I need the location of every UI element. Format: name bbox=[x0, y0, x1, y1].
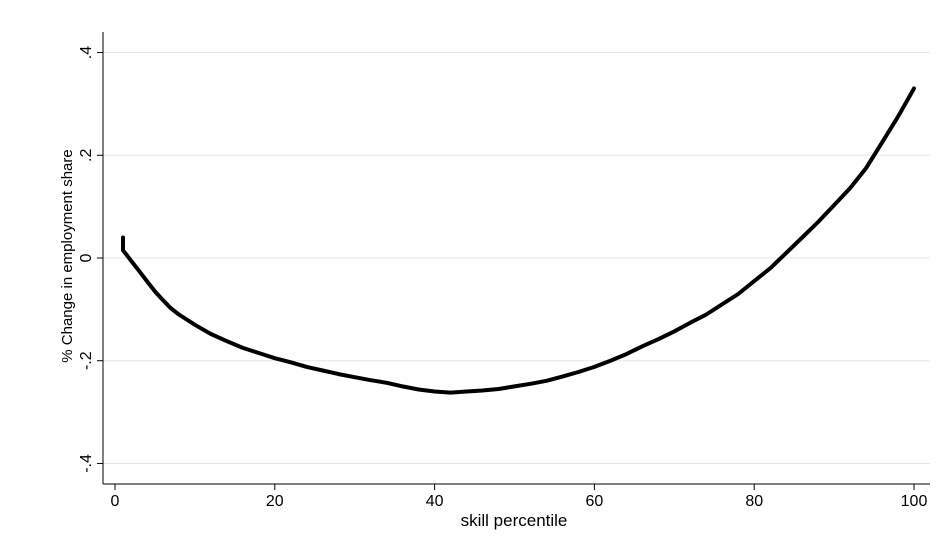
x-tick-label: 100 bbox=[901, 493, 928, 510]
y-tick-label: -.2 bbox=[78, 351, 95, 370]
x-tick-label: 0 bbox=[111, 493, 120, 510]
y-tick-label: .2 bbox=[78, 148, 95, 161]
y-tick-label: -.4 bbox=[78, 454, 95, 473]
x-tick-label: 40 bbox=[426, 493, 444, 510]
series-line-0 bbox=[121, 86, 916, 395]
x-tick-label: 60 bbox=[586, 493, 604, 510]
axes: -.4 -.2 0 .2 .4 0 20 40 60 80 100 bbox=[78, 32, 930, 510]
x-tick-label: 80 bbox=[745, 493, 763, 510]
x-axis-label: skill percentile bbox=[461, 511, 568, 530]
x-tick-label: 20 bbox=[266, 493, 284, 510]
y-axis-label: % Change in employment share bbox=[59, 149, 76, 362]
gridlines bbox=[103, 52, 930, 464]
y-tick-label: .4 bbox=[78, 46, 95, 59]
y-tick-label: 0 bbox=[78, 253, 95, 262]
data-series bbox=[121, 86, 916, 395]
